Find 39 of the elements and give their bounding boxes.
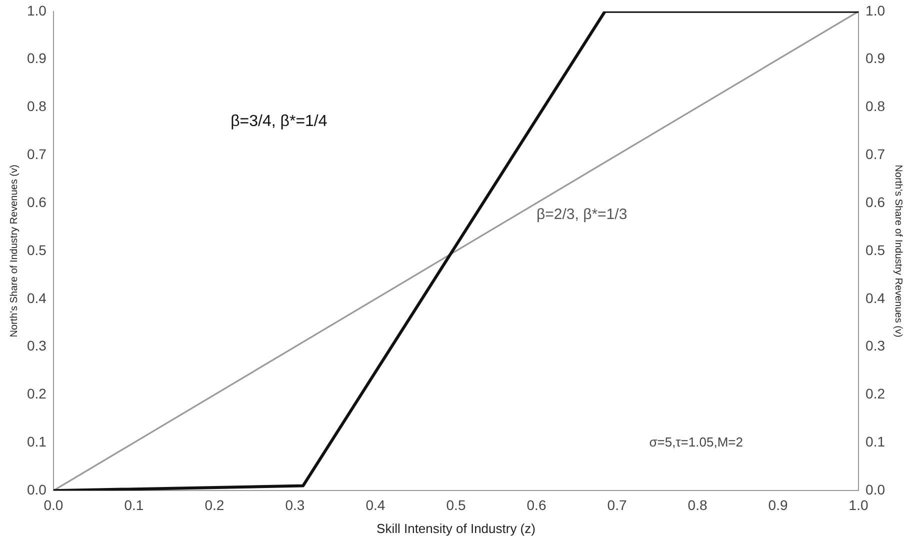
y2-tick-label: 0.8 — [866, 98, 886, 114]
y2-tick-label: 0.7 — [866, 146, 886, 162]
y2-tick-label: 0.4 — [866, 290, 886, 306]
y-tick-label: 0.7 — [26, 146, 47, 162]
x-tick-label: 0.8 — [688, 496, 708, 513]
x-tick-label: 0.3 — [285, 496, 305, 513]
y2-tick-label: 0.6 — [866, 194, 886, 210]
y2-tick-label: 0.1 — [866, 434, 886, 450]
y-tick-label: 0.6 — [26, 194, 47, 210]
text: 1.0 — [866, 2, 886, 18]
y-tick-label: 0.2 — [26, 386, 47, 402]
text: 0.0 — [26, 481, 46, 498]
x-tick-label: 0.2 — [204, 496, 224, 513]
y2-tick-label: 0.3 — [866, 338, 886, 354]
y2-tick-label: 0.9 — [866, 50, 886, 66]
y2-axis-title: North's Share of Industry Revenues (v) — [892, 164, 904, 338]
y-tick-label: 0.8 — [26, 98, 47, 114]
text: 0.0 — [44, 496, 64, 513]
text: 1.0 — [848, 496, 868, 513]
text: β=3/4, β*=1/4 — [230, 113, 328, 130]
y2-tick-label: 0.2 — [866, 386, 886, 402]
x-tick-label: 0.1 — [124, 496, 144, 513]
y-tick-label: 0.4 — [26, 290, 47, 306]
x-tick-label: 0.9 — [768, 496, 788, 513]
x-tick-label: 0.7 — [607, 496, 627, 513]
x-tick-label: 0.5 — [446, 496, 466, 513]
y-axis-title: North's Share of Industry Revenues (v) — [8, 164, 20, 338]
y-tick-label: 0.1 — [26, 434, 47, 450]
x-tick-label: 0.4 — [366, 496, 386, 513]
x-tick-label: 0.6 — [526, 496, 546, 513]
x-axis-title: Skill Intensity of Industry (z) — [376, 520, 536, 536]
y-tick-label: 0.3 — [26, 338, 47, 354]
y-tick-label: 0.9 — [26, 50, 47, 66]
y2-tick-label: 0.5 — [866, 242, 886, 258]
text: 0.0 — [866, 481, 886, 498]
text: 1.0 — [26, 2, 46, 18]
y-tick-label: 0.5 — [26, 242, 47, 258]
series-label: β=2/3, β*=1/3 — [536, 206, 628, 224]
annotation: σ=5,τ=1.05,M=2 — [649, 434, 743, 450]
